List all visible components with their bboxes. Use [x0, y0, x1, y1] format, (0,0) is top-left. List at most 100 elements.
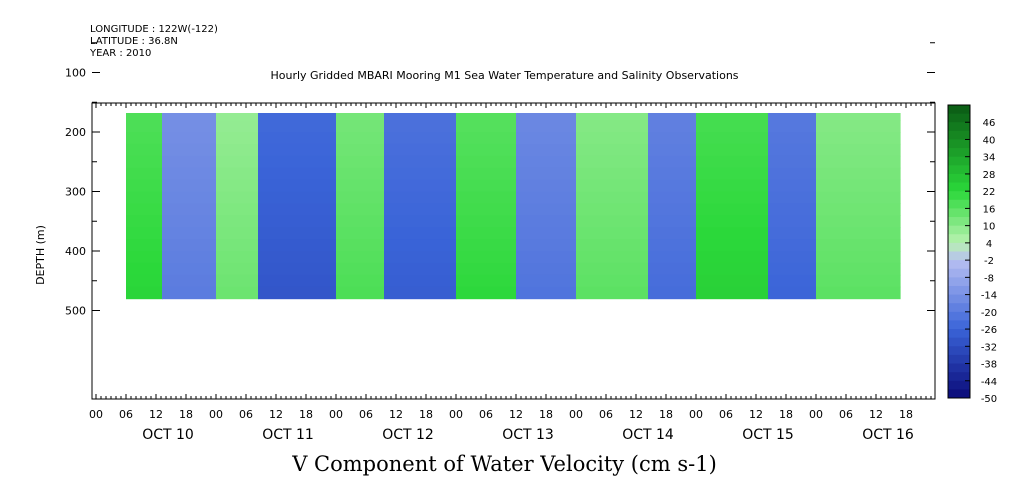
heatmap-cell — [162, 61, 217, 74]
heatmap-cell — [516, 113, 577, 121]
heatmap-cell — [696, 113, 769, 121]
heatmap-cell — [576, 25, 649, 38]
colorbar-swatch — [948, 225, 970, 235]
heatmap-cell — [216, 143, 259, 157]
heatmap-cell — [768, 113, 817, 121]
heatmap-cell — [648, 215, 697, 228]
heatmap-cell — [516, 215, 577, 228]
heatmap-cell — [648, 73, 697, 86]
x-hour-label: 12 — [509, 408, 523, 421]
heatmap-cell — [648, 120, 697, 133]
heatmap-cell — [336, 239, 385, 252]
colorbar-swatch — [948, 130, 970, 140]
x-hour-label: 00 — [449, 408, 463, 421]
colorbar-label: -14 — [981, 291, 997, 302]
heatmap-cell — [336, 37, 385, 50]
latitude-label: LATITUDE : 36.8N — [90, 36, 178, 47]
heatmap-cell — [576, 120, 649, 133]
heatmap-cell — [456, 73, 517, 86]
heatmap-cell — [576, 132, 649, 145]
heatmap-cell — [696, 143, 769, 157]
heatmap-cell — [216, 61, 259, 74]
heatmap-cell — [216, 73, 259, 86]
heatmap-cell — [216, 274, 259, 288]
x-hour-label: 06 — [359, 408, 373, 421]
heatmap-cell — [162, 113, 217, 121]
heatmap-cell — [384, 179, 457, 193]
x-hour-label: 00 — [569, 408, 583, 421]
y-axis-title: DEPTH (m) — [34, 225, 47, 285]
heatmap-cell — [648, 49, 697, 62]
heatmap-cell — [336, 84, 385, 97]
heatmap-cell — [816, 215, 901, 228]
heatmap-cell — [162, 191, 217, 204]
heatmap-cell — [456, 49, 517, 62]
heatmap-cell — [384, 251, 457, 264]
heatmap-cell — [384, 61, 457, 74]
colorbar-swatch — [948, 389, 970, 399]
heatmap-cell — [576, 143, 649, 157]
colorbar-swatch — [948, 234, 970, 244]
colorbar-label: -26 — [981, 325, 997, 336]
heatmap-cell — [648, 37, 697, 50]
heatmap-cell — [384, 113, 457, 121]
colorbar-label: 10 — [983, 222, 996, 233]
heatmap-cell — [648, 143, 697, 157]
heatmap-cell — [516, 143, 577, 157]
heatmap-cell — [336, 25, 385, 38]
heatmap-cell — [162, 84, 217, 97]
heatmap-cell — [162, 143, 217, 157]
heatmap-cell — [696, 25, 769, 38]
heatmap-cell — [696, 37, 769, 50]
heatmap-cell — [216, 113, 259, 121]
heatmap-cell — [384, 274, 457, 288]
colorbar-label: -44 — [981, 377, 997, 388]
colorbar-swatch — [948, 165, 970, 175]
colorbar-swatch — [948, 268, 970, 278]
heatmap-cell — [576, 227, 649, 240]
heatmap-cell — [648, 262, 697, 276]
heatmap-cell — [126, 251, 163, 264]
x-hour-label: 12 — [269, 408, 283, 421]
x-hour-label: 00 — [89, 408, 103, 421]
heatmap-cell — [216, 239, 259, 252]
x-hour-label: 06 — [719, 408, 733, 421]
heatmap-cell — [648, 61, 697, 74]
heatmap-cell — [216, 191, 259, 204]
heatmap-cell — [516, 37, 577, 50]
heatmap-cell — [126, 132, 163, 145]
heatmap-cell — [384, 191, 457, 204]
heatmap-cell — [336, 286, 385, 300]
colorbar-swatch — [948, 285, 970, 296]
heatmap-cell — [108, 25, 163, 38]
heatmap-cell — [216, 251, 259, 264]
heatmap-cell — [162, 286, 217, 300]
heatmap-cell — [456, 120, 517, 133]
heatmap-cell — [216, 167, 259, 181]
heatmap-cell — [126, 155, 163, 169]
y-tick-label: 500 — [65, 305, 86, 318]
heatmap-cell — [258, 120, 337, 133]
heatmap-cell — [384, 84, 457, 97]
heatmap-cell — [126, 262, 163, 276]
heatmap-cell — [696, 191, 769, 204]
x-day-label: OCT 15 — [742, 427, 794, 443]
heatmap-cell — [456, 227, 517, 240]
colorbar-label: 4 — [986, 239, 992, 250]
heatmap-cell — [768, 227, 817, 240]
heatmap-cell — [258, 132, 337, 145]
heatmap-cell — [162, 251, 217, 264]
x-hour-label: 18 — [539, 408, 553, 421]
heatmap-cell — [456, 143, 517, 157]
heatmap-cell — [336, 143, 385, 157]
heatmap-cell — [336, 251, 385, 264]
heatmap-cell — [768, 61, 817, 74]
heatmap-cell — [648, 191, 697, 204]
heatmap-cell — [126, 167, 163, 181]
heatmap-cell — [336, 167, 385, 181]
x-hour-label: 12 — [389, 408, 403, 421]
heatmap-cell — [516, 132, 577, 145]
x-hour-label: 12 — [149, 408, 163, 421]
heatmap-cell — [126, 274, 163, 288]
x-hour-label: 12 — [629, 408, 643, 421]
